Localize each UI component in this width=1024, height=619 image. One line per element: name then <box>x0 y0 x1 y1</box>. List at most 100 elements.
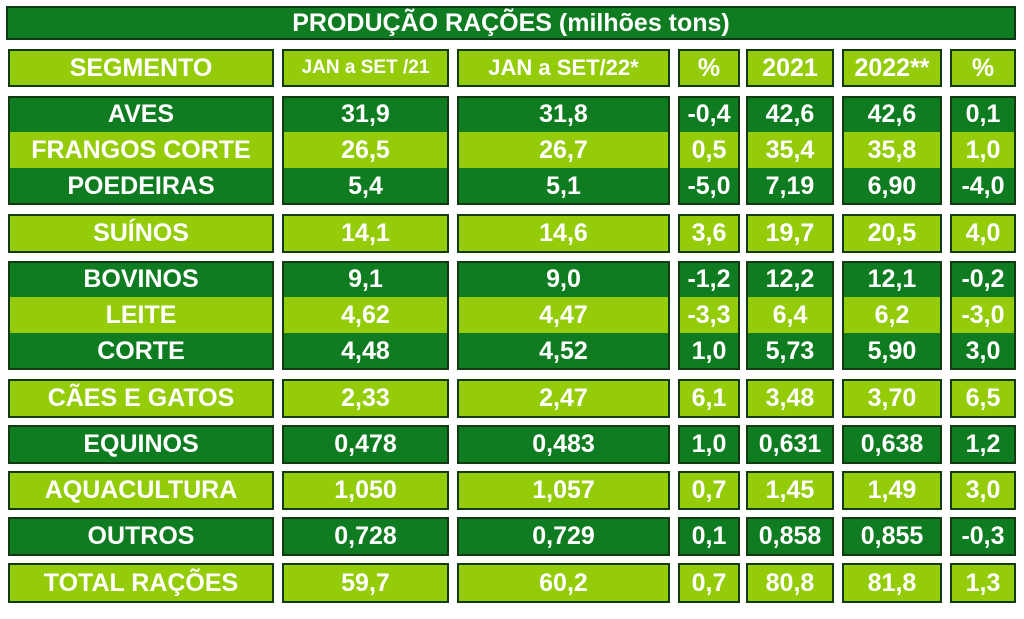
group-frame <box>8 261 274 370</box>
table-cell-total-racoes-1: 59,7 <box>282 563 449 603</box>
table-cell-outros-5: 0,855 <box>842 517 942 556</box>
table-cell-suinos-6: 4,0 <box>950 214 1016 253</box>
group-frame <box>842 261 942 370</box>
group-frame <box>842 471 942 510</box>
group-frame <box>950 425 1016 464</box>
table-cell-equinos-1: 0,478 <box>282 425 449 464</box>
segment-label-leite: LEITE <box>8 297 274 333</box>
segment-label-aquacultura: AQUACULTURA <box>8 471 274 510</box>
table-cell-frangos-corte-2: 26,7 <box>457 132 670 168</box>
group-frame <box>746 517 834 556</box>
segment-label-poedeiras: POEDEIRAS <box>8 168 274 205</box>
table-cell-caes-e-gatos-5: 3,70 <box>842 379 942 418</box>
table-cell-equinos-2: 0,483 <box>457 425 670 464</box>
group-frame <box>678 471 740 510</box>
table-cell-corte-5: 5,90 <box>842 333 942 370</box>
table-cell-leite-3: -3,3 <box>678 297 740 333</box>
group-frame <box>678 379 740 418</box>
group-frame <box>282 471 449 510</box>
group-frame <box>678 563 740 603</box>
segment-label-outros: OUTROS <box>8 517 274 556</box>
group-frame <box>950 379 1016 418</box>
group-frame <box>457 517 670 556</box>
table-cell-outros-3: 0,1 <box>678 517 740 556</box>
table-cell-caes-e-gatos-6: 6,5 <box>950 379 1016 418</box>
group-frame <box>8 96 274 205</box>
group-frame <box>746 261 834 370</box>
group-frame <box>678 261 740 370</box>
table-cell-equinos-3: 1,0 <box>678 425 740 464</box>
table-cell-corte-4: 5,73 <box>746 333 834 370</box>
group-frame <box>282 425 449 464</box>
group-frame <box>8 563 274 603</box>
group-frame <box>746 425 834 464</box>
table-cell-corte-6: 3,0 <box>950 333 1016 370</box>
group-frame <box>457 379 670 418</box>
table-cell-aves-1: 31,9 <box>282 96 449 132</box>
table-cell-caes-e-gatos-4: 3,48 <box>746 379 834 418</box>
table-cell-caes-e-gatos-2: 2,47 <box>457 379 670 418</box>
table-cell-leite-2: 4,47 <box>457 297 670 333</box>
table-cell-aves-3: -0,4 <box>678 96 740 132</box>
table-cell-poedeiras-1: 5,4 <box>282 168 449 205</box>
table-cell-suinos-2: 14,6 <box>457 214 670 253</box>
table-title: PRODUÇÃO RAÇÕES (milhões tons) <box>6 6 1016 40</box>
table-cell-equinos-6: 1,2 <box>950 425 1016 464</box>
group-frame <box>842 517 942 556</box>
group-frame <box>746 471 834 510</box>
group-frame <box>282 261 449 370</box>
column-header-1: JAN a SET /21 <box>282 49 449 87</box>
table-cell-poedeiras-4: 7,19 <box>746 168 834 205</box>
group-frame <box>457 261 670 370</box>
group-frame <box>678 96 740 205</box>
table-cell-suinos-1: 14,1 <box>282 214 449 253</box>
table-cell-aquacultura-1: 1,050 <box>282 471 449 510</box>
table-cell-frangos-corte-5: 35,8 <box>842 132 942 168</box>
group-frame <box>842 563 942 603</box>
group-frame <box>950 214 1016 253</box>
group-frame <box>282 517 449 556</box>
table-cell-aquacultura-5: 1,49 <box>842 471 942 510</box>
table-cell-equinos-4: 0,631 <box>746 425 834 464</box>
group-frame <box>282 379 449 418</box>
segment-label-total-racoes: TOTAL RAÇÕES <box>8 563 274 603</box>
group-frame <box>457 214 670 253</box>
table-cell-corte-2: 4,52 <box>457 333 670 370</box>
table-cell-frangos-corte-6: 1,0 <box>950 132 1016 168</box>
column-header-0: SEGMENTO <box>8 49 274 87</box>
group-frame <box>678 517 740 556</box>
table-cell-corte-1: 4,48 <box>282 333 449 370</box>
group-frame <box>457 471 670 510</box>
group-frame <box>8 517 274 556</box>
table-cell-total-racoes-4: 80,8 <box>746 563 834 603</box>
column-header-3: % <box>678 49 740 87</box>
table-cell-aquacultura-3: 0,7 <box>678 471 740 510</box>
group-frame <box>950 471 1016 510</box>
table-cell-aves-6: 0,1 <box>950 96 1016 132</box>
group-frame <box>457 563 670 603</box>
group-frame <box>746 214 834 253</box>
table-cell-total-racoes-5: 81,8 <box>842 563 942 603</box>
table-cell-leite-6: -3,0 <box>950 297 1016 333</box>
table-cell-aves-2: 31,8 <box>457 96 670 132</box>
segment-label-frangos-corte: FRANGOS CORTE <box>8 132 274 168</box>
table-cell-suinos-3: 3,6 <box>678 214 740 253</box>
table-cell-aquacultura-2: 1,057 <box>457 471 670 510</box>
group-frame <box>457 96 670 205</box>
column-header-5: 2022** <box>842 49 942 87</box>
group-frame <box>842 96 942 205</box>
table-cell-poedeiras-6: -4,0 <box>950 168 1016 205</box>
group-frame <box>746 96 834 205</box>
table-cell-bovinos-5: 12,1 <box>842 261 942 297</box>
group-frame <box>282 96 449 205</box>
group-frame <box>678 425 740 464</box>
table-cell-bovinos-6: -0,2 <box>950 261 1016 297</box>
table-cell-outros-1: 0,728 <box>282 517 449 556</box>
segment-label-caes-e-gatos: CÃES E GATOS <box>8 379 274 418</box>
group-frame <box>678 214 740 253</box>
group-frame <box>282 563 449 603</box>
table-cell-aves-4: 42,6 <box>746 96 834 132</box>
group-frame <box>746 563 834 603</box>
table-cell-poedeiras-3: -5,0 <box>678 168 740 205</box>
group-frame <box>8 379 274 418</box>
